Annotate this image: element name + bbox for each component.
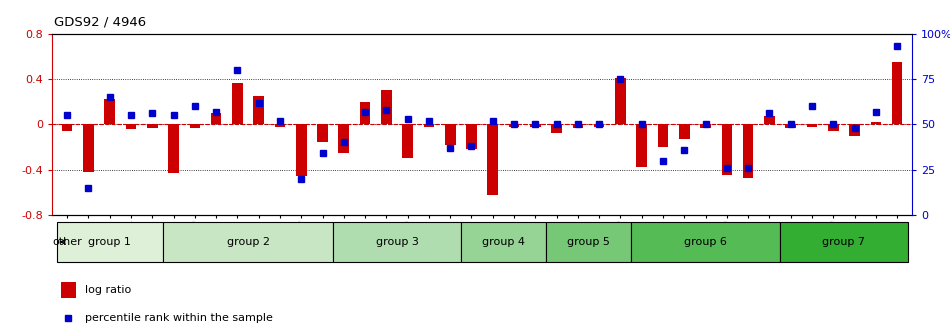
Bar: [83, 124, 94, 172]
Text: other: other: [52, 237, 83, 247]
Bar: [445, 124, 455, 145]
Bar: [892, 62, 902, 124]
Bar: [573, 124, 583, 128]
Bar: [338, 124, 349, 153]
Bar: [424, 124, 434, 127]
Text: group 6: group 6: [684, 237, 727, 247]
Bar: [317, 124, 328, 142]
Bar: [849, 124, 860, 136]
Bar: [487, 124, 498, 195]
Bar: [275, 124, 285, 127]
Bar: [333, 222, 461, 261]
Bar: [168, 124, 179, 173]
Bar: [636, 124, 647, 167]
Bar: [104, 99, 115, 124]
Bar: [616, 78, 626, 124]
Bar: [828, 124, 839, 131]
Bar: [870, 122, 882, 124]
Text: group 3: group 3: [375, 237, 418, 247]
Bar: [62, 124, 72, 131]
Bar: [254, 96, 264, 124]
Text: log ratio: log ratio: [85, 285, 131, 295]
Bar: [381, 90, 391, 124]
Text: group 5: group 5: [567, 237, 610, 247]
Bar: [722, 124, 732, 175]
Bar: [360, 101, 370, 124]
Bar: [679, 124, 690, 139]
Bar: [807, 124, 817, 127]
Bar: [551, 124, 562, 133]
Bar: [743, 124, 753, 178]
Bar: [402, 124, 413, 158]
Bar: [764, 116, 775, 124]
Bar: [232, 83, 242, 124]
Bar: [631, 222, 780, 261]
Bar: [295, 124, 307, 176]
Text: GDS92 / 4946: GDS92 / 4946: [54, 15, 146, 28]
Text: group 4: group 4: [482, 237, 525, 247]
Bar: [61, 282, 76, 298]
Bar: [509, 124, 520, 127]
Bar: [461, 222, 546, 261]
Text: group 7: group 7: [823, 237, 865, 247]
Bar: [56, 222, 162, 261]
Bar: [594, 124, 604, 127]
Bar: [546, 222, 631, 261]
Bar: [211, 113, 221, 124]
Text: group 1: group 1: [88, 237, 131, 247]
Bar: [780, 222, 908, 261]
Bar: [162, 222, 333, 261]
Bar: [657, 124, 669, 147]
Bar: [189, 124, 200, 128]
Text: group 2: group 2: [226, 237, 270, 247]
Bar: [147, 124, 158, 128]
Bar: [700, 124, 711, 128]
Bar: [125, 124, 136, 129]
Bar: [786, 124, 796, 128]
Bar: [466, 124, 477, 149]
Bar: [530, 124, 541, 127]
Text: percentile rank within the sample: percentile rank within the sample: [85, 313, 273, 323]
